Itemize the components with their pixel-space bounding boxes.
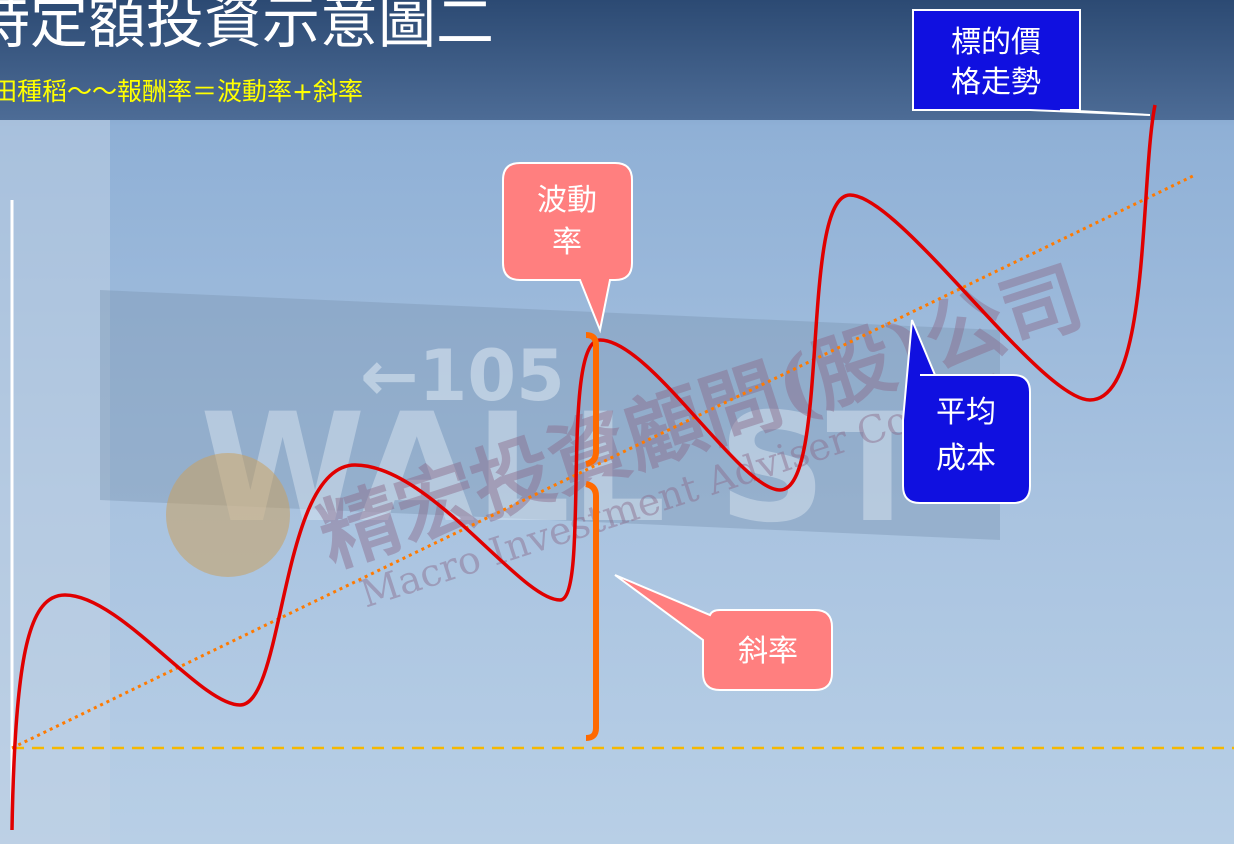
callout-text: 標的價 — [951, 25, 1041, 60]
street-sign — [100, 290, 1000, 540]
slope-bracket — [585, 481, 599, 741]
watermark-logo — [166, 453, 290, 577]
callout-box — [614, 574, 833, 691]
trend-line — [11, 173, 1196, 750]
pillar — [0, 120, 110, 844]
callout-box — [502, 162, 633, 334]
callout-box — [902, 319, 1031, 504]
callout-text: 斜率 — [738, 634, 798, 669]
volatility-bracket — [585, 332, 599, 467]
callout-text: 平均 — [936, 395, 996, 430]
sign-number: ←105 — [360, 335, 565, 417]
subtitle: 田種稻～～報酬率＝波動率+斜率 — [0, 77, 363, 106]
callout-text: 率 — [552, 225, 582, 260]
callout-text: 格走勢 — [951, 65, 1041, 100]
price-curve — [10, 104, 1157, 831]
sign-street: WALL ST — [200, 382, 929, 556]
callout-box — [912, 9, 1151, 116]
title: 時定額投資示意圖二 — [0, 0, 494, 56]
callout-text: 波動 — [537, 183, 597, 218]
callout-text: 成本 — [936, 441, 996, 476]
